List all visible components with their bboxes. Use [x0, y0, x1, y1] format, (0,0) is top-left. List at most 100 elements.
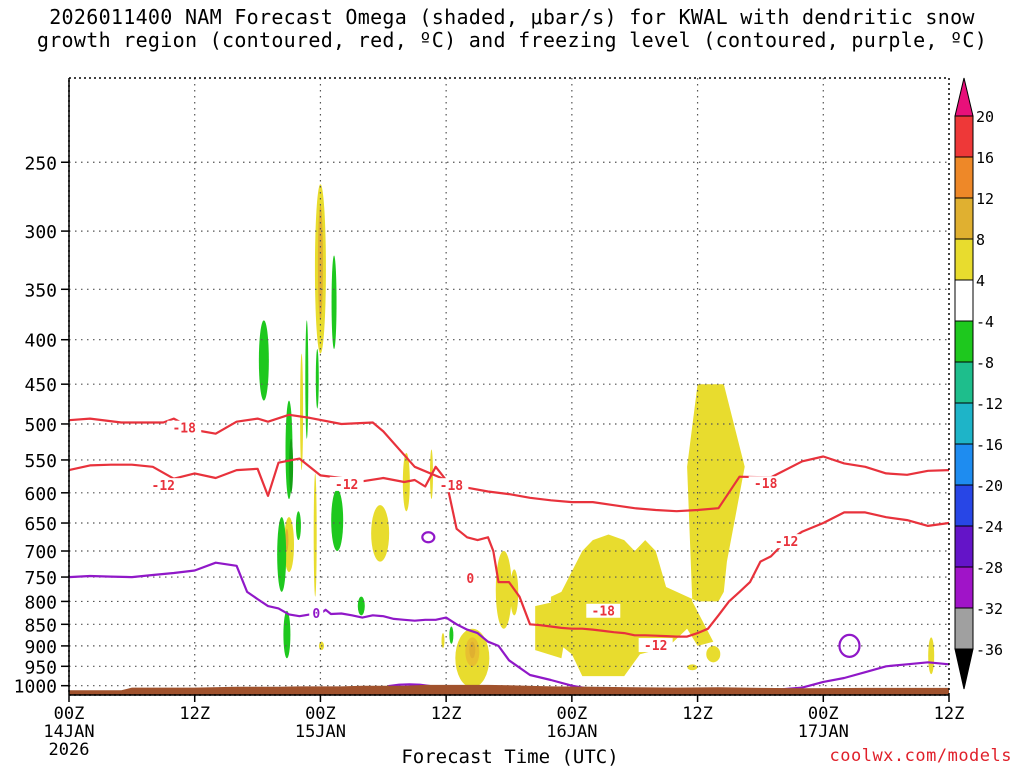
- colorbar-label: -4: [976, 313, 994, 331]
- colorbar-top-triangle: [954, 77, 974, 117]
- x-tick-label: 17JAN: [798, 722, 849, 742]
- omega-green-blob: [357, 596, 365, 616]
- omega-yellow-blob: [706, 645, 721, 663]
- colorbar-label: -20: [976, 477, 1003, 495]
- colorbar-bottom-triangle: [954, 648, 974, 690]
- y-tick-label: 250: [24, 153, 57, 174]
- contour-label: 0: [312, 607, 320, 622]
- x-tick-label: 12Z: [934, 704, 965, 724]
- contour-line-minus12: [68, 457, 950, 638]
- omega-yellow-blob: [535, 601, 567, 659]
- contour-layer: -18 -12 -12 -18 -18 -12 -18 -12 0 0: [68, 413, 950, 691]
- contour-label: -12: [152, 479, 175, 494]
- omega-yellow-blob: [300, 353, 304, 471]
- colorbar-swatch: [954, 238, 974, 281]
- contour-label-bg: [769, 534, 804, 549]
- omega-green-blob: [331, 489, 344, 552]
- colorbar-swatch: [954, 525, 974, 568]
- contour-label-bg: [586, 603, 621, 618]
- omega-green-blob: [315, 349, 319, 409]
- y-tick-label: 450: [24, 375, 57, 396]
- contour-label: -18: [754, 477, 778, 492]
- y-tick-label: 900: [24, 637, 57, 658]
- colorbar-label: -24: [976, 518, 1003, 536]
- ground-layer: [69, 684, 949, 695]
- contour-label-bg: [638, 638, 673, 653]
- omega-yellow-region: [550, 384, 745, 677]
- chart-title: 2026011400 NAM Forecast Omega (shaded, μ…: [0, 6, 1024, 52]
- y-tick-label: 650: [24, 514, 57, 535]
- contour-label-bg: [434, 478, 469, 493]
- contour-label-bg: [146, 478, 181, 493]
- omega-yellow-blob: [313, 473, 317, 597]
- colorbar-label: 20: [976, 108, 994, 126]
- x-tick-label: 12Z: [179, 704, 210, 724]
- colorbar-swatch: [954, 115, 974, 158]
- x-tick-label: 14JAN: [43, 722, 94, 742]
- colorbar-swatch: [954, 279, 974, 322]
- freezing-level-loop: [838, 633, 861, 658]
- y-tick-label: 750: [24, 568, 57, 589]
- y-tick-label: 1000: [14, 677, 57, 698]
- contour-label: -12: [335, 478, 358, 493]
- chart-title-line1: 2026011400 NAM Forecast Omega (shaded, μ…: [49, 5, 975, 29]
- colorbar-label: 12: [976, 190, 994, 208]
- omega-yellow-blob: [510, 569, 519, 616]
- colorbar-label: -32: [976, 600, 1003, 618]
- y-tick-label: 400: [24, 331, 57, 352]
- colorbar-swatch: [954, 484, 974, 527]
- colorbar: 20 16 12 8 4 -4 -8 -12 -16 -20 -24 -28 -32 -36: [954, 77, 1003, 690]
- omega-yellow-blob: [928, 637, 935, 675]
- omega-yellow-blob: [371, 505, 390, 562]
- omega-green-blob: [305, 320, 309, 439]
- colorbar-swatch: [954, 402, 974, 445]
- x-tick-label: 2026: [49, 740, 90, 760]
- contour-label: 0: [466, 572, 474, 587]
- contour-label-bg: [167, 420, 202, 435]
- omega-orange-blob: [469, 641, 476, 659]
- colorbar-label: -12: [976, 395, 1003, 413]
- x-tick-label: 15JAN: [295, 722, 346, 742]
- y-tick-label: 300: [24, 222, 57, 243]
- omega-shading-layer: [258, 184, 935, 688]
- contour-line-minus18: [68, 413, 950, 513]
- contour-label-bg: [329, 476, 364, 491]
- colorbar-label: -28: [976, 559, 1003, 577]
- omega-orange-blob: [285, 528, 289, 552]
- x-axis-title: Forecast Time (UTC): [401, 746, 619, 768]
- grid-layer: [69, 78, 949, 695]
- x-tick-label: 16JAN: [546, 722, 597, 742]
- contour-label: -12: [775, 535, 798, 550]
- omega-green-blob: [283, 610, 291, 659]
- chart-title-line2: growth region (contoured, red, ºC) and f…: [36, 28, 988, 52]
- credit-link[interactable]: coolwx.com/models: [829, 746, 1012, 766]
- colorbar-label: 4: [976, 272, 985, 290]
- y-tick-label: 700: [24, 542, 57, 563]
- contour-label-bg: [309, 606, 324, 621]
- omega-yellow-blob: [441, 633, 445, 648]
- contour-label-bg: [748, 476, 783, 491]
- x-tick-label: 00Z: [808, 704, 839, 724]
- axes-layer: 2503003504004505005506006507007508008509…: [14, 77, 965, 760]
- contour-label: -18: [592, 605, 616, 620]
- terrain-ground: [69, 684, 949, 695]
- omega-green-blob: [295, 511, 301, 541]
- omega-green-blob: [449, 626, 454, 644]
- colorbar-swatch: [954, 361, 974, 404]
- colorbar-label: -36: [976, 641, 1003, 659]
- omega-green-blob: [277, 517, 287, 592]
- omega-yellow-blob: [687, 664, 698, 671]
- omega-green-blob: [289, 438, 294, 493]
- y-tick-label: 800: [24, 592, 57, 613]
- x-tick-label: 00Z: [556, 704, 587, 724]
- colorbar-label: 8: [976, 231, 985, 249]
- y-tick-label: 550: [24, 451, 57, 472]
- x-tick-label: 12Z: [431, 704, 462, 724]
- colorbar-swatch: [954, 156, 974, 199]
- x-tick-label: 00Z: [54, 704, 85, 724]
- contour-label: -18: [172, 422, 196, 437]
- omega-green-blob: [258, 320, 269, 401]
- omega-yellow-blob: [495, 551, 512, 629]
- y-tick-label: 950: [24, 657, 57, 678]
